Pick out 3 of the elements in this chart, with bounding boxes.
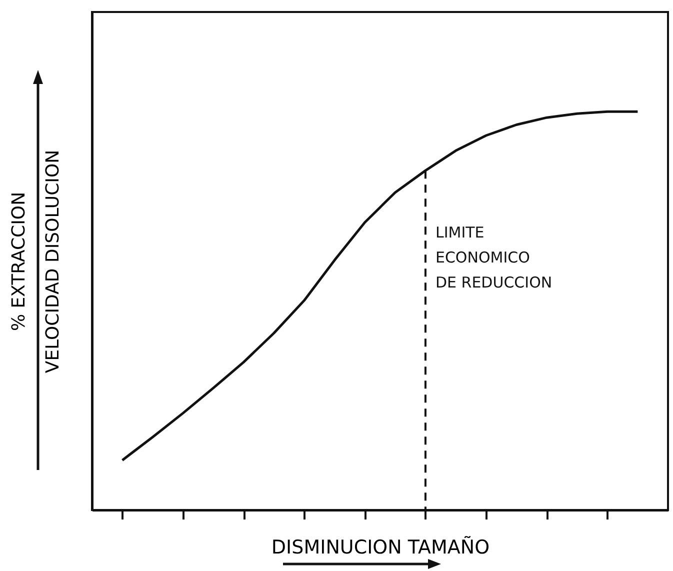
- annotation: LIMITE ECONOMICO DE REDUCCION: [435, 224, 552, 292]
- y-axis-title: % EXTRACCION VELOCIDAD DISOLUCION: [8, 150, 64, 374]
- x-axis-title: DISMINUCION TAMAÑO: [271, 536, 490, 558]
